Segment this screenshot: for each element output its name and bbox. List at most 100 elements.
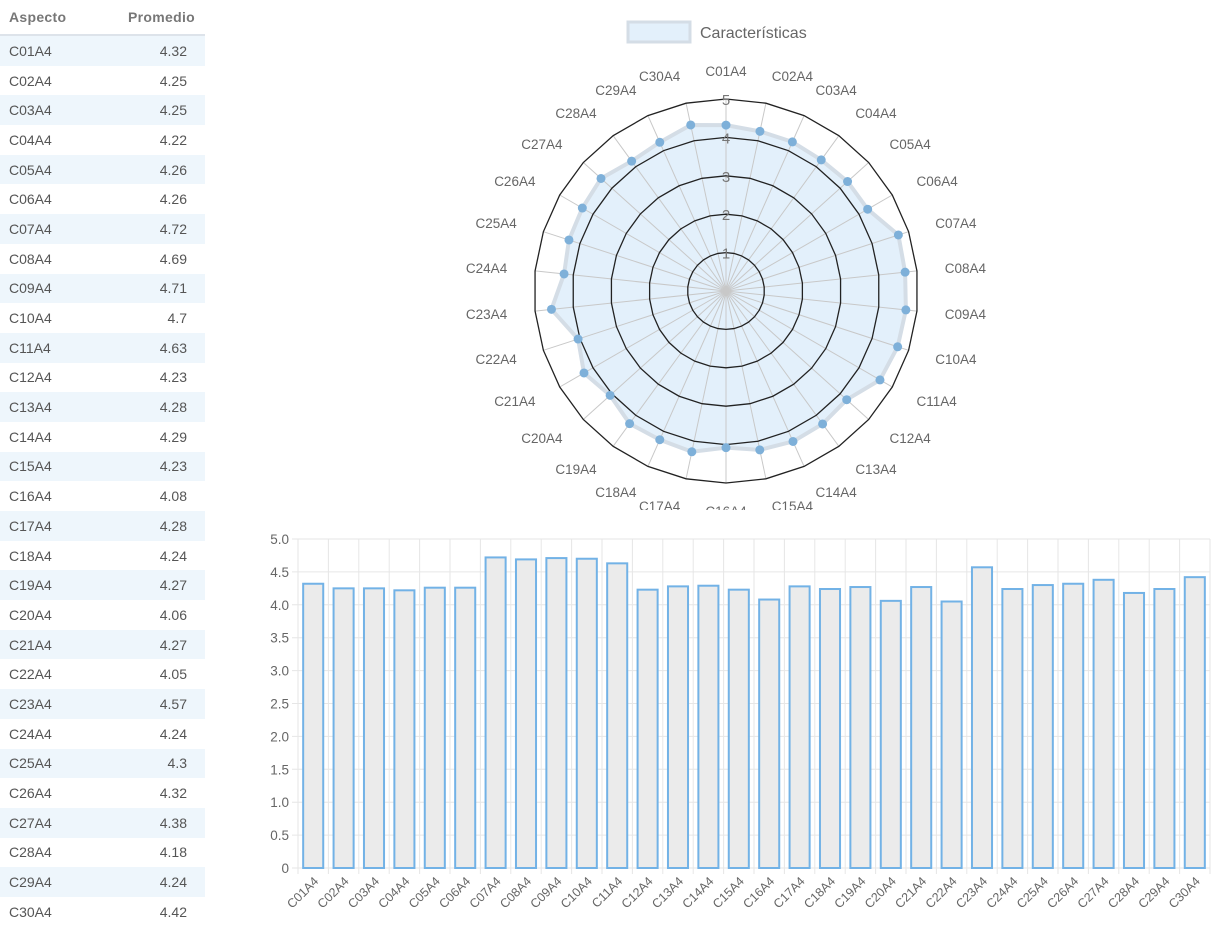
aspecto-cell: C27A4: [0, 807, 93, 838]
radar-category-label: C08A4: [945, 261, 987, 276]
promedio-cell: 4.71: [92, 273, 205, 304]
radar-point: [627, 156, 637, 166]
promedio-cell: 4.29: [159, 428, 187, 445]
bar-xtick-label: C28A4: [1105, 874, 1142, 911]
aspecto-cell: C28A4: [9, 844, 52, 861]
promedio-cell: 4.06: [159, 606, 187, 623]
radar-point: [818, 419, 828, 429]
radar-category-label: C21A4: [494, 394, 536, 409]
radar-tick-label: 3: [722, 169, 730, 186]
aspecto-cell: C09A4: [0, 273, 93, 304]
radar-point: [564, 235, 574, 245]
bar-xtick-label: C29A4: [1136, 874, 1173, 911]
table-row: C02A4 4.25: [0, 66, 205, 96]
aspecto-cell: C11A4: [0, 332, 93, 363]
bar-ytick-label: 0.5: [270, 828, 289, 843]
table-row: C05A4 4.26: [0, 154, 205, 185]
bar-ytick-label: 0: [281, 861, 289, 876]
aspecto-cell: C26A4: [9, 785, 52, 802]
table-row: C15A4 4.23: [0, 451, 205, 482]
bar-xtick-label: C19A4: [832, 874, 869, 911]
aspecto-cell: C15A4: [0, 451, 93, 482]
radar-point: [721, 443, 731, 453]
radar-category-label: C03A4: [815, 83, 857, 98]
table-header-row: Aspecto Promedio: [0, 0, 205, 36]
averages-table: Aspecto Promedio C01A4 4.32 C02A4 4.25 C03A4…: [0, 0, 205, 927]
promedio-cell: 4.57: [92, 689, 205, 719]
promedio-cell: 4.27: [92, 570, 205, 601]
promedio-cell: 4.08: [159, 488, 187, 505]
table-row: C28A4 4.18: [0, 838, 205, 868]
bar: [636, 588, 659, 870]
radar-point: [893, 342, 903, 352]
bar: [879, 599, 902, 870]
legend-label: Características: [700, 25, 807, 42]
bar-xtick-label: C26A4: [1044, 874, 1081, 911]
radar-spoke: [559, 194, 727, 292]
bar-xtick-label: C20A4: [862, 874, 899, 911]
radar-category-label: C05A4: [889, 137, 931, 152]
promedio-cell: 4.24: [159, 725, 187, 742]
radar-point: [842, 395, 852, 405]
aspecto-cell: C08A4: [9, 250, 52, 267]
promedio-cell: 4.72: [92, 214, 205, 244]
table-row: C29A4 4.24: [0, 867, 205, 897]
bar-xtick-label: C25A4: [1014, 874, 1051, 911]
promedio-cell: 4.7: [167, 310, 187, 327]
aspecto-cell: C30A4: [9, 903, 52, 920]
radar-tick-label: 5: [722, 92, 730, 109]
radar-category-label: C25A4: [475, 216, 517, 231]
radar-tick-label: 1: [722, 246, 730, 263]
radar-point: [577, 203, 587, 213]
bar: [1153, 588, 1176, 870]
bar-xtick-label: C27A4: [1075, 874, 1112, 911]
table-row: C24A4 4.24: [0, 719, 205, 749]
radar-point: [625, 419, 635, 429]
bar: [910, 586, 933, 870]
aspecto-cell: C24A4: [9, 725, 52, 742]
radar-category-label: C28A4: [555, 106, 597, 121]
table-row: C10A4 4.7: [0, 303, 205, 333]
bar-ytick-label: 3.0: [270, 664, 289, 679]
bar-ytick-label: 1.0: [270, 795, 289, 810]
bar-xtick-label: C23A4: [953, 874, 990, 911]
header-promedio[interactable]: Promedio: [92, 0, 205, 36]
bar: [545, 557, 568, 869]
radar-category-label: C13A4: [855, 462, 897, 477]
header-aspecto[interactable]: Aspecto: [0, 0, 93, 36]
table-row: C21A4 4.27: [0, 629, 205, 660]
promedio-cell: 4.25: [159, 72, 187, 89]
bar: [1183, 576, 1206, 869]
promedio-cell: 4.24: [92, 867, 205, 897]
radar-category-label: C06A4: [917, 174, 959, 189]
aspecto-cell: C14A4: [9, 428, 52, 445]
promedio-cell: 4.22: [159, 131, 187, 148]
radar-point: [901, 305, 911, 315]
radar-point: [579, 368, 589, 378]
radar-category-label: C16A4: [705, 504, 747, 510]
bar-xtick-label: C30A4: [1166, 874, 1203, 911]
radar-grid-ring: [534, 98, 918, 484]
table-row: C30A4 4.42: [0, 897, 205, 927]
radar-category-label: C24A4: [466, 261, 508, 276]
bar-chart: 0 0.5 1.0 1.5 2.0 2.5 3.0 3.5 4.0 4.5 5.0 C01A4C02A…: [270, 532, 1211, 911]
radar-category-label: C01A4: [705, 64, 747, 79]
table-row: C03A4 4.25: [0, 95, 205, 126]
table-row: C22A4 4.05: [0, 659, 205, 689]
bar: [514, 558, 538, 869]
radar-category-label: C14A4: [815, 485, 857, 500]
aspecto-cell: C10A4: [9, 310, 52, 327]
aspecto-cell: C05A4: [0, 154, 93, 185]
radar-grid-ring: [687, 251, 765, 331]
bar-xtick-label: C10A4: [558, 874, 595, 911]
bar: [1062, 582, 1085, 870]
bar-xtick-label: C01A4: [284, 874, 321, 911]
bar: [697, 584, 720, 870]
table-row: C14A4 4.29: [0, 422, 205, 452]
radar-point: [559, 269, 569, 279]
radar-spoke: [725, 290, 909, 351]
radar-category-label: C09A4: [945, 307, 987, 322]
bar-xtick-label: C04A4: [376, 874, 413, 911]
bar-xtick-label: C22A4: [923, 874, 960, 911]
